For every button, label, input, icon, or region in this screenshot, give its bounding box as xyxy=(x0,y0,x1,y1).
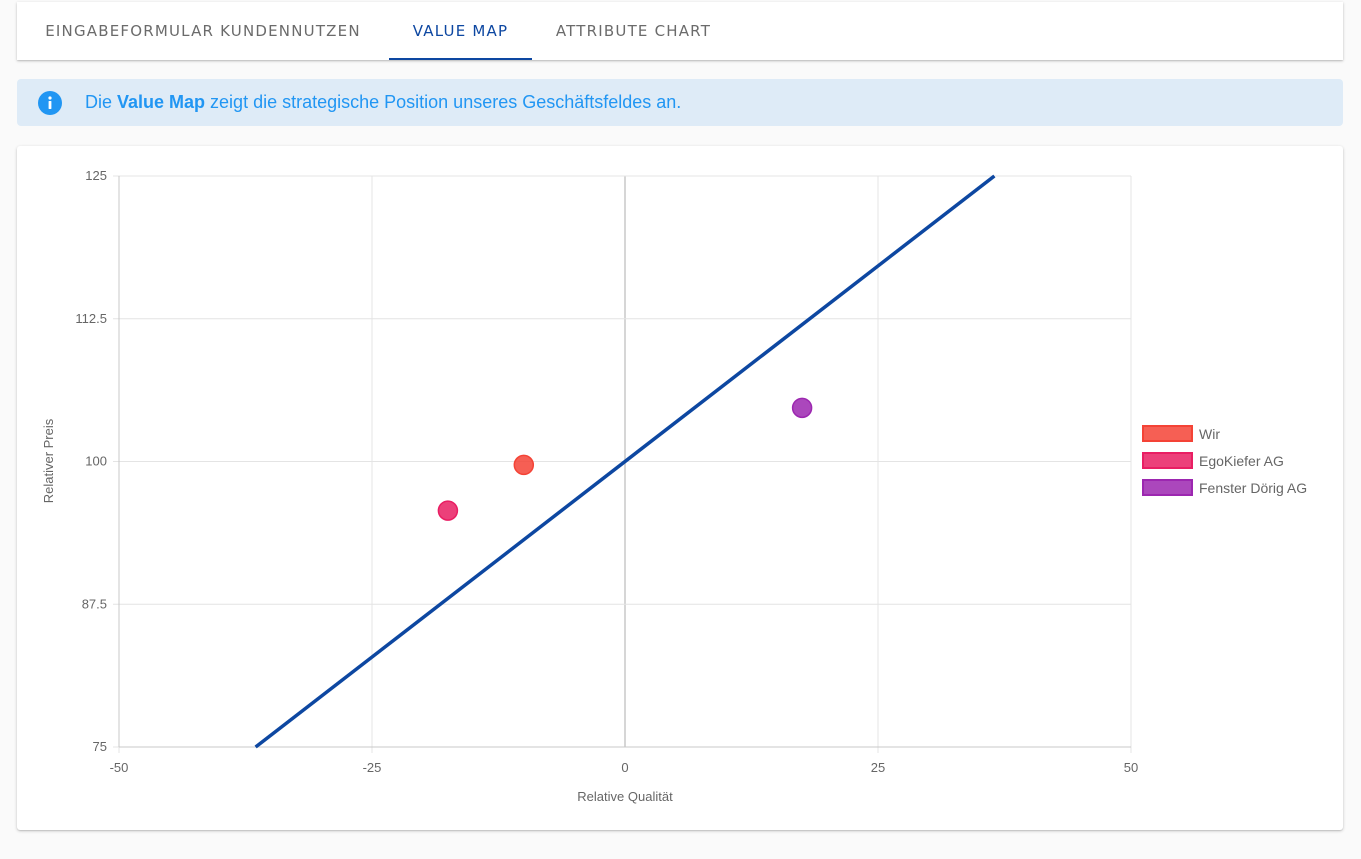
data-point xyxy=(437,500,459,521)
tab-value-map[interactable]: Value Map xyxy=(412,22,509,40)
info-prefix: Die xyxy=(85,92,118,112)
x-tick-label: 50 xyxy=(1124,760,1138,775)
tab-bar: Eingabeformular Kundennutzen Value Map A… xyxy=(17,2,1343,60)
chart-axes: -50 -25 0 25 50 75 87.5 100 112.5 125 xyxy=(75,168,1138,775)
info-text: Die Value Map zeigt die strategische Pos… xyxy=(85,92,681,113)
legend-swatch xyxy=(1142,452,1193,469)
info-bold: Value Map xyxy=(117,92,206,112)
y-axis-label: Relativer Preis xyxy=(41,418,56,503)
y-tick-label: 100 xyxy=(85,454,107,469)
legend-swatch xyxy=(1142,479,1193,496)
legend-label: Wir xyxy=(1199,426,1220,442)
value-map-chart: -50 -25 0 25 50 75 87.5 100 112.5 125 Wir EgoKiefe… xyxy=(41,168,1307,804)
legend-label: EgoKiefer AG xyxy=(1199,453,1284,469)
active-tab-indicator xyxy=(389,58,532,60)
x-tick-label: -25 xyxy=(363,760,382,775)
x-tick-label: -50 xyxy=(110,760,129,775)
chart-card: -50 -25 0 25 50 75 87.5 100 112.5 125 Wir EgoKiefe… xyxy=(17,146,1343,830)
tab-attribute-chart[interactable]: Attribute Chart xyxy=(555,22,712,40)
y-tick-label: 125 xyxy=(85,168,107,183)
legend-swatch xyxy=(1142,425,1193,442)
info-suffix: zeigt die strategische Position unseres … xyxy=(205,92,682,112)
x-axis-label: Relative Qualität xyxy=(577,789,673,804)
y-tick-label: 75 xyxy=(93,739,107,754)
x-tick-label: 0 xyxy=(621,760,628,775)
x-tick-label: 25 xyxy=(871,760,885,775)
chart-points xyxy=(437,397,813,521)
data-point xyxy=(513,454,535,476)
info-icon xyxy=(38,91,62,115)
chart-legend: Wir EgoKiefer AG Fenster Dörig AG xyxy=(1142,425,1307,496)
info-alert: Die Value Map zeigt die strategische Pos… xyxy=(17,79,1343,126)
value-line xyxy=(254,174,996,749)
tab-eingabeformular[interactable]: Eingabeformular Kundennutzen xyxy=(45,22,361,40)
data-point xyxy=(791,397,813,419)
y-tick-label: 87.5 xyxy=(82,596,107,611)
value-line-layer xyxy=(254,174,996,749)
y-tick-label: 112.5 xyxy=(75,311,107,326)
legend-label: Fenster Dörig AG xyxy=(1199,480,1307,496)
